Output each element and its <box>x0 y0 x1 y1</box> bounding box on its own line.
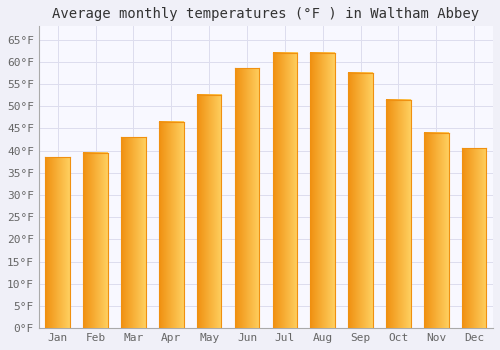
Title: Average monthly temperatures (°F ) in Waltham Abbey: Average monthly temperatures (°F ) in Wa… <box>52 7 480 21</box>
